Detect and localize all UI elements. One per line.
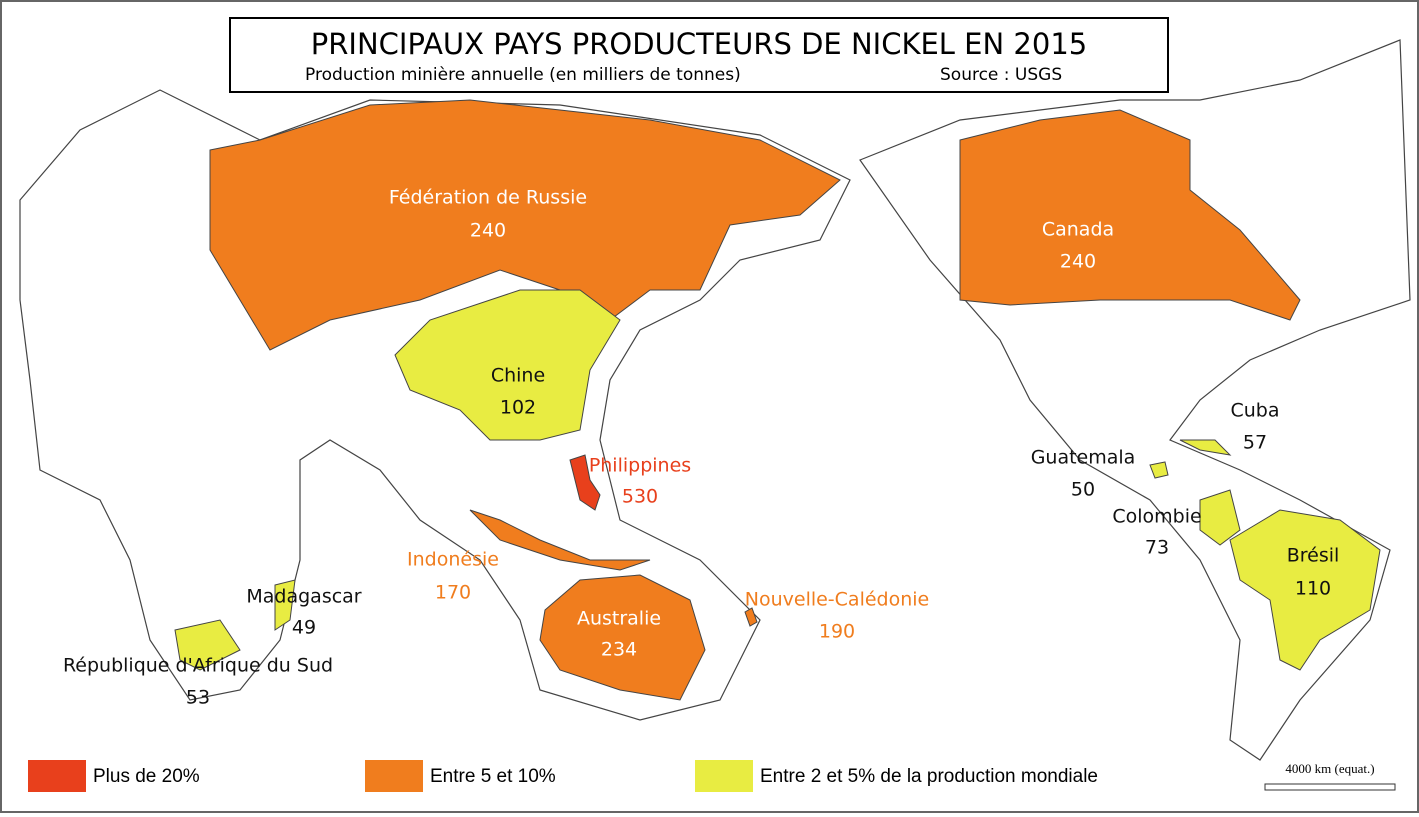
country (539, 574, 706, 701)
country (1149, 461, 1169, 479)
country (274, 579, 296, 631)
country-name: République d'Afrique du Sud (63, 655, 333, 677)
country-name: Philippines (589, 455, 691, 477)
country-name: Nouvelle-Calédonie (745, 589, 930, 611)
country-value: 190 (819, 621, 855, 643)
country-name: Brésil (1287, 545, 1340, 567)
country-name: Australie (577, 608, 661, 630)
country-name: Fédération de Russie (389, 187, 587, 209)
scale-bar (1264, 783, 1396, 791)
source: Source : USGS (940, 65, 1062, 85)
subtitle: Production minière annuelle (en milliers… (305, 65, 741, 85)
country-value: 170 (435, 582, 471, 604)
country-value: 110 (1295, 578, 1331, 600)
country-value: 530 (622, 486, 658, 508)
legend-label: Plus de 20% (93, 766, 200, 787)
country-name: Cuba (1230, 400, 1279, 422)
country (744, 607, 758, 627)
country (1179, 439, 1232, 456)
country (209, 99, 841, 351)
country-name: Colombie (1112, 506, 1201, 528)
country-value: 240 (470, 220, 506, 242)
title-box (229, 17, 1169, 93)
country (959, 109, 1301, 321)
country (1199, 489, 1241, 546)
country-name: Chine (491, 365, 545, 387)
legend-swatch (695, 760, 753, 792)
country (469, 509, 651, 571)
country (394, 289, 621, 441)
country-name: Indonésie (407, 549, 499, 571)
country (1229, 509, 1381, 671)
country-value: 102 (500, 397, 536, 419)
legend-label: Entre 2 et 5% de la production mondiale (760, 766, 1098, 787)
legend-label: Entre 5 et 10% (430, 766, 556, 787)
country-value: 50 (1071, 479, 1095, 501)
scale-label: 4000 km (equat.) (1285, 761, 1374, 776)
country-value: 53 (186, 687, 210, 709)
country-value: 57 (1243, 432, 1267, 454)
legend-swatch (365, 760, 423, 792)
country-value: 73 (1145, 537, 1169, 559)
country-value: 49 (292, 617, 316, 639)
country-value: 240 (1060, 251, 1096, 273)
country-value: 234 (601, 639, 637, 661)
country (569, 454, 601, 511)
country-name: Canada (1042, 219, 1114, 241)
country-name: Guatemala (1031, 447, 1136, 469)
country (174, 619, 241, 671)
country-name: Madagascar (246, 586, 361, 608)
legend-swatch (28, 760, 86, 792)
title: PRINCIPAUX PAYS PRODUCTEURS DE NICKEL EN… (311, 27, 1087, 61)
